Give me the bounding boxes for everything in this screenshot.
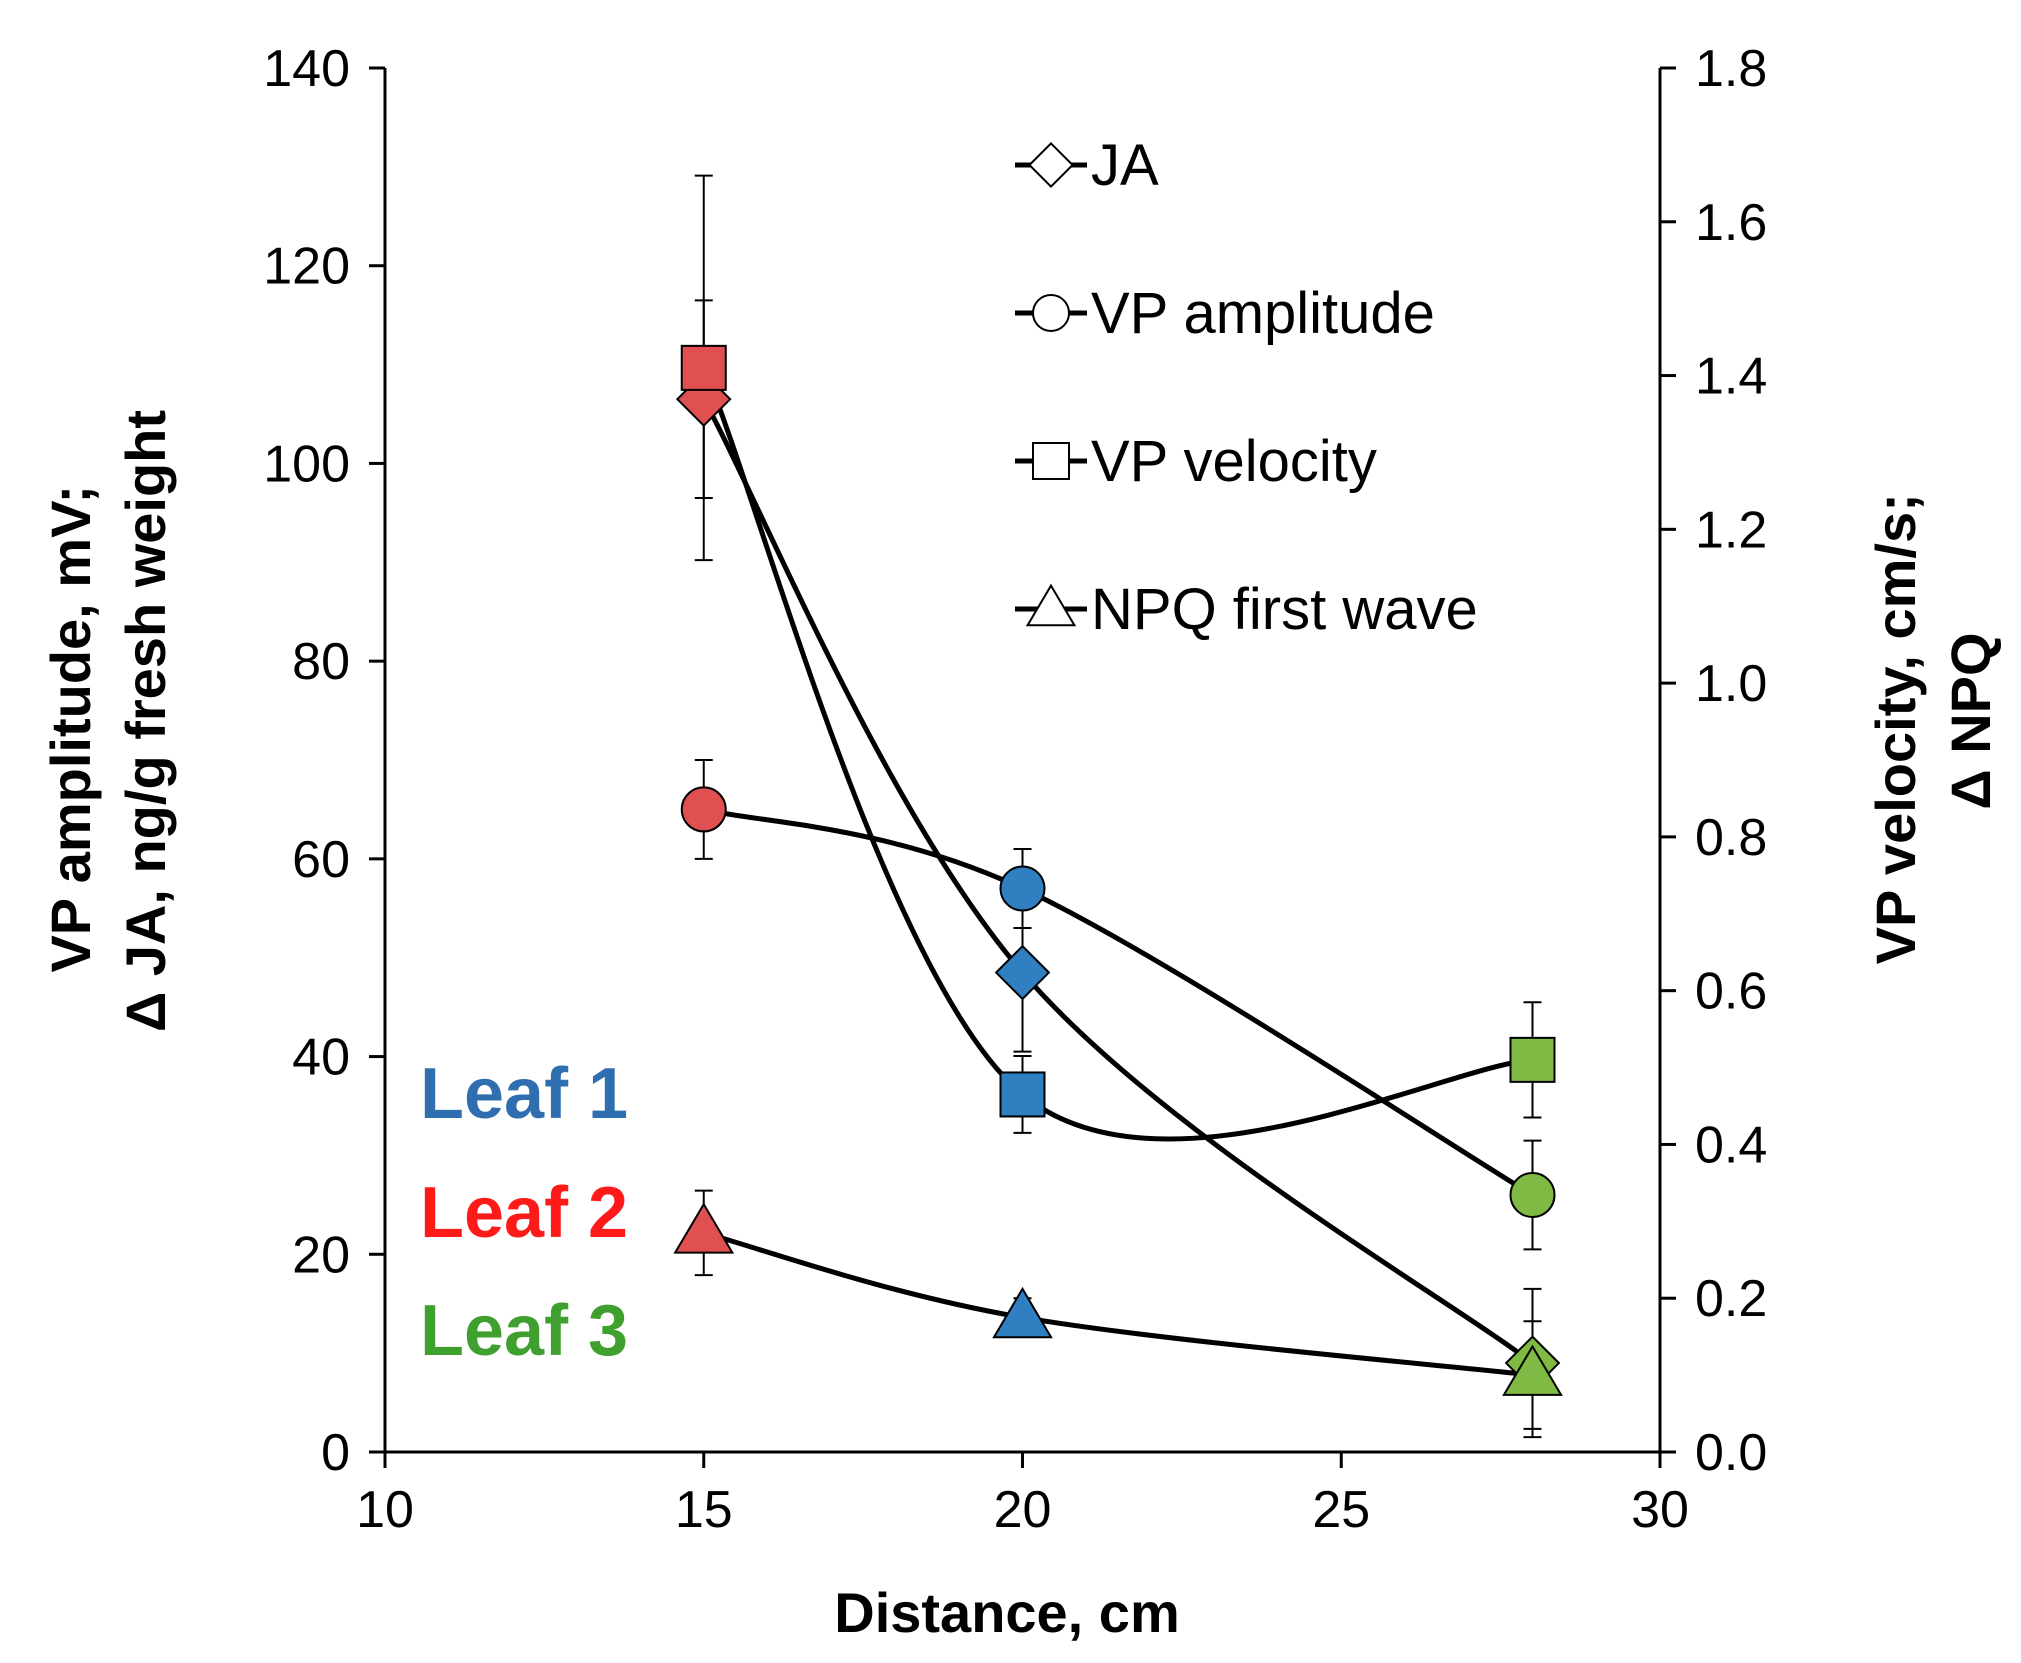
legend-marker-vp-amplitude [1032, 294, 1070, 332]
legend-item-vp-amplitude: VP amplitude [1015, 281, 1435, 346]
y-left-tick-label-60: 60 [292, 831, 350, 889]
y-right-tick-label-1-0: 1.0 [1695, 655, 1767, 713]
x-tick-label-20: 20 [994, 1481, 1052, 1539]
leaf-labels: Leaf 1 Leaf 2 Leaf 3 [420, 1054, 628, 1371]
x-tick-label-25: 25 [1312, 1481, 1370, 1539]
series-markers [673, 344, 1563, 1396]
y-left-tick-label-100: 100 [263, 435, 350, 493]
point-vp-amplitude-3 [1509, 1171, 1556, 1218]
leaf-label-3: Leaf 3 [420, 1291, 628, 1371]
series-line-ja [701, 397, 1535, 1366]
y-right-tick-label-0-6: 0.6 [1695, 963, 1767, 1021]
point-npq-first-wave-3 [1502, 1344, 1563, 1396]
error-bars [694, 174, 1542, 1439]
y-left-tick-label-20: 20 [292, 1226, 350, 1284]
y-right-title-line-2: Δ NPQ [1939, 632, 2002, 809]
legend-label-vp-velocity: VP velocity [1091, 429, 1377, 494]
legend-item-ja: JA [1015, 133, 1159, 198]
point-vp-amplitude-2 [999, 865, 1046, 912]
y-left-tick-label-140: 140 [263, 40, 350, 98]
legend-item-npq-first-wave: NPQ first wave [1015, 577, 1478, 642]
y-right-tick-label-0-4: 0.4 [1695, 1116, 1767, 1174]
y-right-tick-label-1-6: 1.6 [1695, 194, 1767, 252]
y-left-title-line-1: VP amplitude, mV; [39, 485, 102, 973]
y-left-title-line-2: Δ JA, ng/g fresh weight [114, 410, 177, 1032]
y-right-tick-label-0-0: 0.0 [1695, 1424, 1767, 1482]
legend-marker-vp-velocity [1032, 442, 1070, 480]
y-right-tick-label-1-2: 1.2 [1695, 501, 1767, 559]
leaf-label-2: Leaf 2 [420, 1173, 628, 1253]
point-npq-first-wave-1 [673, 1202, 735, 1254]
series-line-vp-amplitude [703, 807, 1534, 1198]
legend-marker-npq-first-wave [1025, 583, 1077, 627]
point-ja-2 [994, 944, 1051, 1001]
legend-marker-ja [1027, 141, 1075, 189]
ticks: 10 15 20 25 30 0 20 40 60 80 100 120 140 0.0 0.2 0.4 0.6… [263, 40, 1767, 1539]
x-tick-label-10: 10 [356, 1481, 414, 1539]
series-line-npq-first-wave [703, 1230, 1533, 1378]
y-right-tick-label-1-8: 1.8 [1695, 40, 1767, 98]
y-right-title-line-1: VP velocity, cm/s; [1864, 493, 1927, 964]
point-vp-velocity-3 [1509, 1036, 1556, 1083]
legend-label-npq-first-wave: NPQ first wave [1091, 577, 1478, 642]
y-right-tick-label-0-8: 0.8 [1695, 809, 1767, 867]
series-curves [701, 366, 1535, 1378]
y-left-tick-label-80: 80 [292, 633, 350, 691]
y-right-tick-label-0-2: 0.2 [1695, 1270, 1767, 1328]
y-left-tick-label-0: 0 [321, 1424, 350, 1482]
y-left-axis-title: VP amplitude, mV; Δ JA, ng/g fresh weigh… [39, 410, 177, 1032]
x-tick-label-15: 15 [675, 1481, 733, 1539]
x-tick-label-30: 30 [1631, 1481, 1689, 1539]
y-right-tick-label-1-4: 1.4 [1695, 348, 1767, 406]
leaf-label-1: Leaf 1 [420, 1054, 628, 1134]
point-vp-velocity-2 [999, 1071, 1046, 1118]
point-vp-velocity-1 [680, 344, 727, 391]
point-npq-first-wave-2 [992, 1286, 1053, 1339]
legend-label-vp-amplitude: VP amplitude [1091, 281, 1435, 346]
x-axis-title: Distance, cm [834, 1581, 1180, 1644]
y-left-tick-label-120: 120 [263, 238, 350, 296]
legend-item-vp-velocity: VP velocity [1015, 429, 1377, 494]
y-left-tick-label-40: 40 [292, 1029, 350, 1087]
legend: JA VP amplitude VP velocity NPQ first wave [1015, 133, 1478, 642]
point-vp-amplitude-1 [680, 786, 727, 833]
y-right-axis-title: VP velocity, cm/s; Δ NPQ [1864, 478, 2002, 965]
legend-label-ja: JA [1091, 133, 1159, 198]
